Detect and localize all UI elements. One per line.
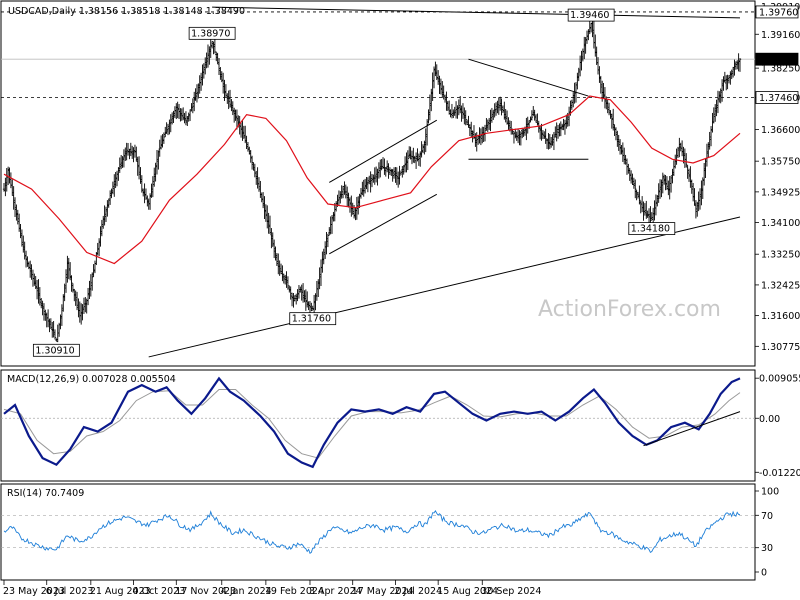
price-tick-label: 1.38250 (761, 64, 800, 75)
annotation-box (188, 26, 236, 40)
macd-tick-label: 0.00 (759, 414, 780, 425)
watermark: ActionForex.com (538, 297, 721, 322)
price-tick-label: 1.33250 (761, 250, 800, 261)
price-tag-label: 1.39760 (759, 7, 798, 18)
price-tag-box (755, 5, 799, 19)
annotation-high: 1.39460 (567, 8, 615, 22)
annotation-label: 1.31760 (292, 314, 331, 325)
price-tag: 1.39760 (755, 5, 799, 19)
price-bar (70, 275, 73, 292)
price-tag-box (755, 91, 799, 104)
price-tick-label: 1.32425 (761, 280, 800, 291)
date-tick-label: 4 Oct 2023 (133, 586, 186, 597)
date-tick-label: 4 Jan 2024 (221, 586, 272, 597)
annotation-low: 1.30910 (32, 343, 80, 357)
rsi-tick-label: 100 (761, 487, 779, 498)
price-tick-label: 1.34925 (761, 187, 800, 198)
price-tick-label: 1.34100 (761, 218, 800, 229)
price-tick-label: 1.30775 (761, 342, 800, 353)
annotation-label: 1.39460 (570, 10, 609, 21)
price-bar (425, 119, 429, 146)
price-bars (2, 17, 742, 343)
trend-line-1 (212, 6, 741, 19)
date-tick-label: 30 Sep 2024 (481, 586, 541, 597)
date-tick-label: 21 Aug 2023 (90, 586, 151, 597)
trend-line-4 (468, 58, 589, 97)
price-tag-label: 1.37460 (759, 93, 798, 104)
price-bar (398, 165, 401, 185)
price-bar (53, 329, 57, 340)
price-tick-label: 1.35750 (761, 157, 800, 168)
rsi-panel-title: RSI(14) 70.7409 (7, 488, 84, 499)
trend-line-0 (148, 216, 741, 358)
date-tick-label: 6 Jul 2023 (46, 586, 94, 597)
macd-main-line (3, 376, 741, 469)
annotation-box (32, 343, 80, 357)
price-level-lines (1, 11, 755, 98)
trend-line-3 (329, 193, 438, 255)
price-tick-label: 1.31600 (761, 311, 800, 322)
annotation-box (628, 222, 676, 236)
date-tick-label: 15 Aug 2024 (437, 586, 498, 597)
price-panel-title: USDCAD,Daily 1.38156 1.38518 1.38148 1.3… (8, 6, 245, 17)
price-bar (326, 233, 330, 248)
macd-trend-line (643, 411, 741, 447)
annotation-box (567, 8, 615, 22)
annotation-low: 1.34180 (628, 222, 676, 236)
annotation-low: 1.31760 (289, 312, 337, 326)
date-tick-label: 17 May 2024 (352, 586, 414, 597)
price-bar (638, 185, 641, 205)
price-trend-lines (148, 6, 741, 358)
macd-tick-label: -0.012209 (759, 468, 800, 479)
rsi-tick-label: 0 (761, 568, 767, 579)
price-bar (634, 179, 637, 199)
annotation-label: 1.34180 (631, 224, 670, 235)
rsi-layer: 100 70 30 0 (1, 487, 779, 579)
date-tick-label: 2 Jul 2024 (394, 586, 442, 597)
price-tag-box (755, 52, 799, 66)
rsi-panel-frame (0, 483, 756, 581)
rsi-tick-label: 30 (761, 543, 773, 554)
date-tick-label: 3 Apr 2024 (309, 586, 362, 597)
price-panel-frame (0, 0, 756, 367)
annotation-high: 1.38970 (188, 26, 236, 40)
annotation-label: 1.38970 (191, 28, 230, 39)
annotation-label: 1.30910 (35, 345, 74, 356)
rsi-tick-label: 70 (761, 511, 773, 522)
price-tag: 1.38490 (755, 52, 799, 66)
price-tag: 1.37460 (755, 91, 799, 104)
date-tick-label: 23 May 2023 (3, 586, 65, 597)
price-tick-label: 1.36600 (761, 125, 800, 136)
moving-average-line (3, 95, 741, 265)
price-tick-label: 1.39160 (761, 30, 800, 41)
price-bar (406, 150, 410, 171)
macd-tick-label: 0.009055 (759, 374, 800, 385)
price-bar (210, 40, 214, 49)
macd-panel-frame (0, 369, 756, 482)
moving-average (3, 95, 741, 265)
rsi-line (3, 510, 741, 555)
annotation-box (289, 312, 337, 326)
macd-panel-title: MACD(12,26,9) 0.007028 0.005504 (7, 374, 176, 385)
price-axis: 1.399101.391601.382501.374601.366001.357… (755, 2, 800, 353)
date-tick-label: 19 Feb 2024 (265, 586, 324, 597)
price-tag-label: 1.38490 (759, 55, 798, 66)
macd-signal-line (3, 389, 741, 459)
price-bar (685, 153, 688, 168)
trend-line-2 (329, 119, 438, 183)
price-annotations: 1.30910 1.38970 1.31760 1.39460 1.34180 (32, 8, 676, 357)
price-bar (530, 110, 534, 121)
price-bar (738, 58, 742, 72)
date-tick-label: 17 Nov 2023 (175, 586, 236, 597)
macd-layer: 0.009055 0.00 -0.012209 (1, 374, 800, 479)
